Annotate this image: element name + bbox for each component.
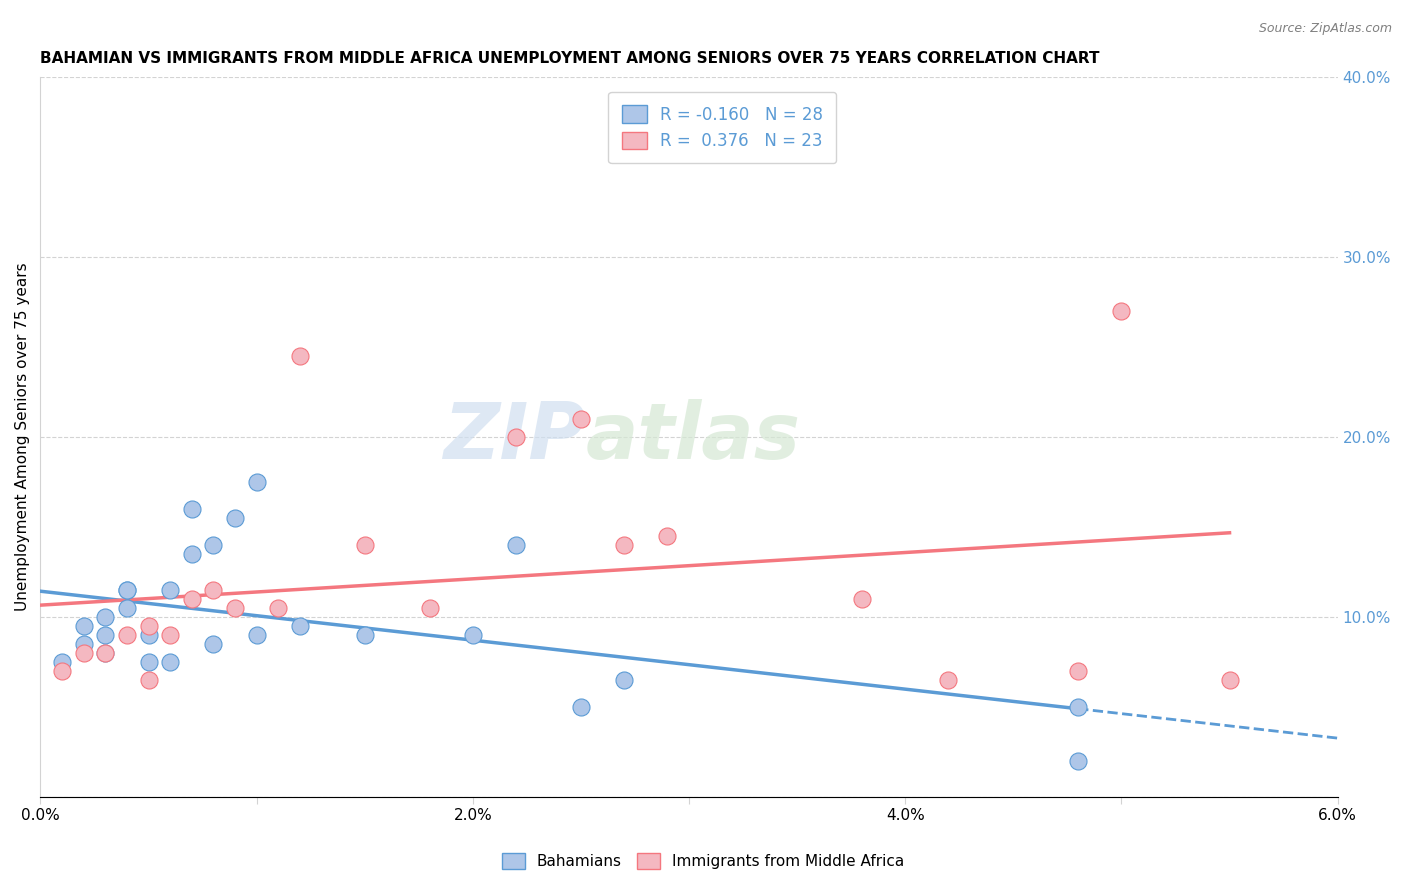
Point xyxy=(138,627,160,641)
Legend: R = -0.160   N = 28, R =  0.376   N = 23: R = -0.160 N = 28, R = 0.376 N = 23 xyxy=(609,92,837,163)
Text: atlas: atlas xyxy=(585,399,800,475)
Point xyxy=(202,637,225,651)
Point xyxy=(353,538,375,552)
Point xyxy=(657,528,679,542)
Point xyxy=(159,655,181,669)
Point xyxy=(288,349,311,363)
Point xyxy=(138,673,160,687)
Text: Source: ZipAtlas.com: Source: ZipAtlas.com xyxy=(1258,22,1392,36)
Point xyxy=(115,582,138,597)
Point xyxy=(505,429,527,443)
Point xyxy=(1067,754,1090,768)
Legend: Bahamians, Immigrants from Middle Africa: Bahamians, Immigrants from Middle Africa xyxy=(495,847,911,875)
Point xyxy=(1067,664,1090,678)
Point xyxy=(115,600,138,615)
Point xyxy=(51,664,73,678)
Text: ZIP: ZIP xyxy=(443,399,585,475)
Point xyxy=(138,655,160,669)
Point xyxy=(1218,673,1240,687)
Point xyxy=(224,600,246,615)
Point xyxy=(461,627,484,641)
Point xyxy=(73,637,96,651)
Point xyxy=(94,609,117,624)
Point xyxy=(1067,699,1090,714)
Point xyxy=(202,538,225,552)
Point xyxy=(202,582,225,597)
Point xyxy=(851,591,873,606)
Point xyxy=(180,591,202,606)
Point xyxy=(419,600,441,615)
Point xyxy=(159,582,181,597)
Point xyxy=(138,618,160,632)
Point xyxy=(1111,303,1133,318)
Point xyxy=(180,501,202,516)
Point xyxy=(246,627,269,641)
Point xyxy=(613,538,636,552)
Point xyxy=(73,618,96,632)
Point xyxy=(73,646,96,660)
Point xyxy=(267,600,290,615)
Point xyxy=(353,627,375,641)
Point xyxy=(613,673,636,687)
Point xyxy=(94,646,117,660)
Point xyxy=(938,673,960,687)
Point xyxy=(288,618,311,632)
Y-axis label: Unemployment Among Seniors over 75 years: Unemployment Among Seniors over 75 years xyxy=(15,262,30,611)
Point xyxy=(180,547,202,561)
Point xyxy=(94,646,117,660)
Point xyxy=(159,627,181,641)
Point xyxy=(51,655,73,669)
Point xyxy=(246,475,269,489)
Point xyxy=(505,538,527,552)
Point xyxy=(569,411,592,425)
Point xyxy=(569,699,592,714)
Point xyxy=(94,627,117,641)
Point xyxy=(224,510,246,524)
Point xyxy=(115,627,138,641)
Point xyxy=(115,582,138,597)
Text: BAHAMIAN VS IMMIGRANTS FROM MIDDLE AFRICA UNEMPLOYMENT AMONG SENIORS OVER 75 YEA: BAHAMIAN VS IMMIGRANTS FROM MIDDLE AFRIC… xyxy=(41,51,1099,66)
